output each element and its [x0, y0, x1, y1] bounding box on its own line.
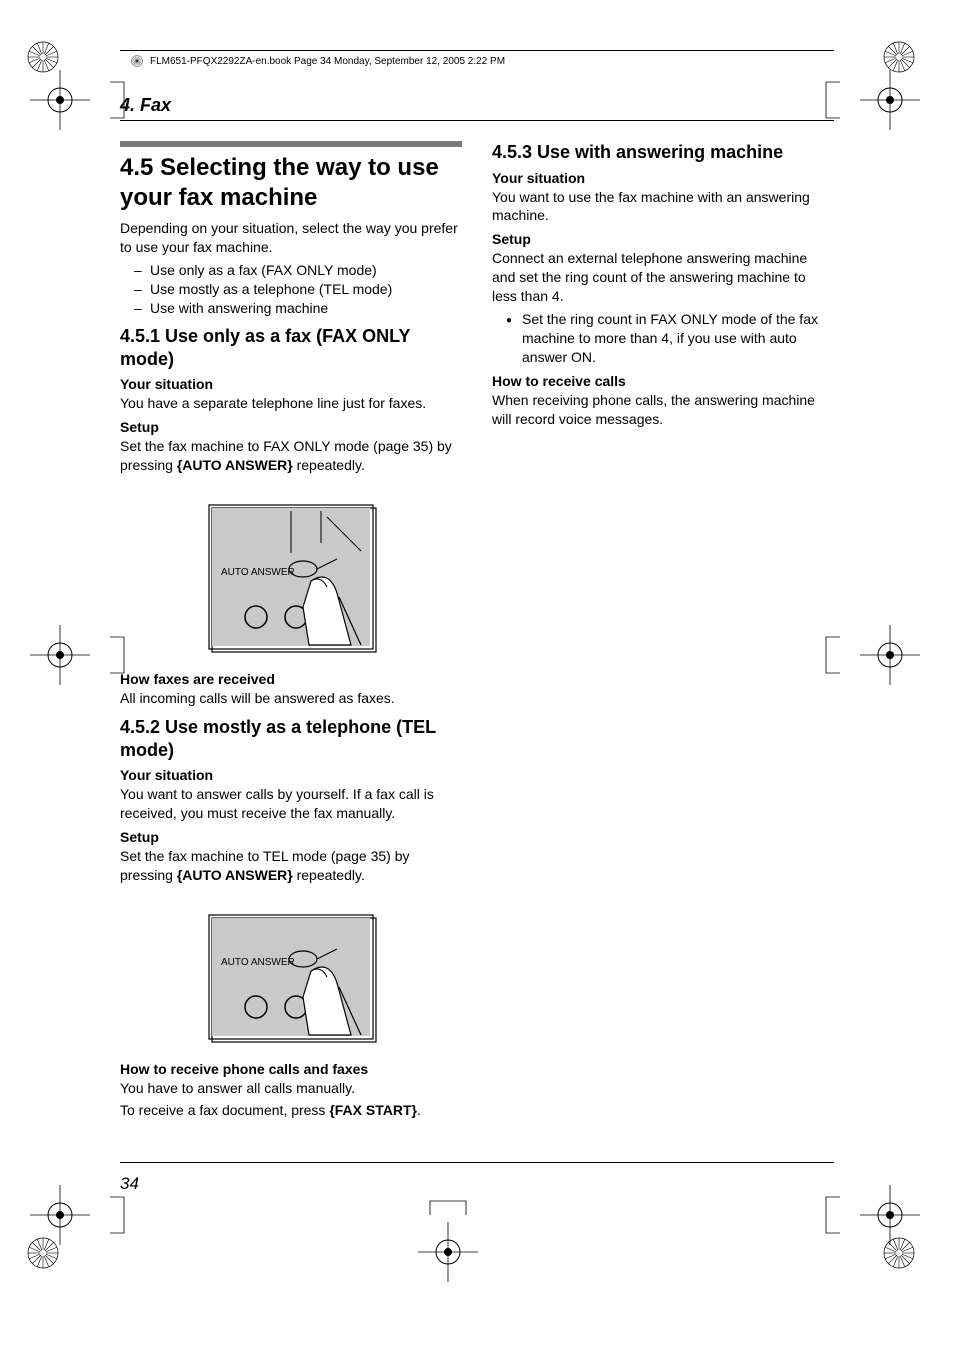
list-item: Use only as a fax (FAX ONLY mode)	[120, 261, 462, 280]
setup-text: Connect an external telephone answering …	[492, 249, 834, 306]
auto-answer-diagram: AUTO ANSWER	[201, 907, 381, 1047]
subsection-453-title: 4.5.3 Use with answering machine	[492, 141, 834, 164]
situation-text: You have a separate telephone line just …	[120, 394, 462, 413]
page-content: 4. Fax 4.5 Selecting the way to use your…	[120, 95, 834, 1195]
list-item: Use with answering machine	[120, 299, 462, 318]
setup-text: Set the fax machine to FAX ONLY mode (pa…	[120, 437, 462, 475]
setup-text: Set the fax machine to TEL mode (page 35…	[120, 847, 462, 885]
figure-451: AUTO ANSWER	[120, 497, 462, 657]
situation-heading: Your situation	[492, 170, 834, 186]
situation-heading: Your situation	[120, 376, 462, 392]
chapter-rule	[120, 120, 834, 121]
columns: 4.5 Selecting the way to use your fax ma…	[120, 141, 834, 1124]
svg-text:AUTO ANSWER: AUTO ANSWER	[221, 957, 295, 968]
receive-b2: .	[417, 1102, 421, 1118]
setup-text-b: repeatedly.	[293, 867, 365, 883]
fax-start-label: {FAX START}	[329, 1102, 417, 1118]
situation-text: You want to use the fax machine with an …	[492, 188, 834, 226]
receive-text: When receiving phone calls, the answerin…	[492, 391, 834, 429]
receive-text-a: You have to answer all calls manually.	[120, 1079, 462, 1098]
situation-text: You want to answer calls by yourself. If…	[120, 785, 462, 823]
right-column: 4.5.3 Use with answering machine Your si…	[492, 141, 834, 1124]
figure-452: AUTO ANSWER	[120, 907, 462, 1047]
section-bar	[120, 141, 462, 147]
receive-heading: How to receive phone calls and faxes	[120, 1061, 462, 1077]
option-list: Use only as a fax (FAX ONLY mode) Use mo…	[120, 261, 462, 318]
subsection-451-title: 4.5.1 Use only as a fax (FAX ONLY mode)	[120, 325, 462, 370]
auto-answer-label: {AUTO ANSWER}	[177, 867, 293, 883]
svg-text:AUTO ANSWER: AUTO ANSWER	[221, 567, 295, 578]
list-item: Set the ring count in FAX ONLY mode of t…	[492, 310, 834, 367]
intro-text: Depending on your situation, select the …	[120, 219, 462, 257]
auto-answer-diagram: AUTO ANSWER	[201, 497, 381, 657]
setup-heading: Setup	[492, 231, 834, 247]
section-title: 4.5 Selecting the way to use your fax ma…	[120, 153, 462, 213]
subsection-452-title: 4.5.2 Use mostly as a telephone (TEL mod…	[120, 716, 462, 761]
header-text: FLM651-PFQX2292ZA-en.book Page 34 Monday…	[130, 54, 505, 68]
receive-heading: How to receive calls	[492, 373, 834, 389]
page-number: 34	[120, 1174, 139, 1194]
received-heading: How faxes are received	[120, 671, 462, 687]
setup-heading: Setup	[120, 829, 462, 845]
auto-answer-label: {AUTO ANSWER}	[177, 457, 293, 473]
bullet-list: Set the ring count in FAX ONLY mode of t…	[492, 310, 834, 367]
left-column: 4.5 Selecting the way to use your fax ma…	[120, 141, 462, 1124]
setup-heading: Setup	[120, 419, 462, 435]
situation-heading: Your situation	[120, 767, 462, 783]
received-text: All incoming calls will be answered as f…	[120, 689, 462, 708]
header-rule	[120, 50, 834, 51]
header-filename: FLM651-PFQX2292ZA-en.book Page 34 Monday…	[150, 56, 505, 67]
receive-text-b: To receive a fax document, press {FAX ST…	[120, 1101, 462, 1120]
list-item: Use mostly as a telephone (TEL mode)	[120, 280, 462, 299]
receive-b1: To receive a fax document, press	[120, 1102, 329, 1118]
setup-text-b: repeatedly.	[293, 457, 365, 473]
footer-rule	[120, 1162, 834, 1163]
chapter-title: 4. Fax	[120, 95, 834, 116]
header-icon	[130, 54, 144, 68]
